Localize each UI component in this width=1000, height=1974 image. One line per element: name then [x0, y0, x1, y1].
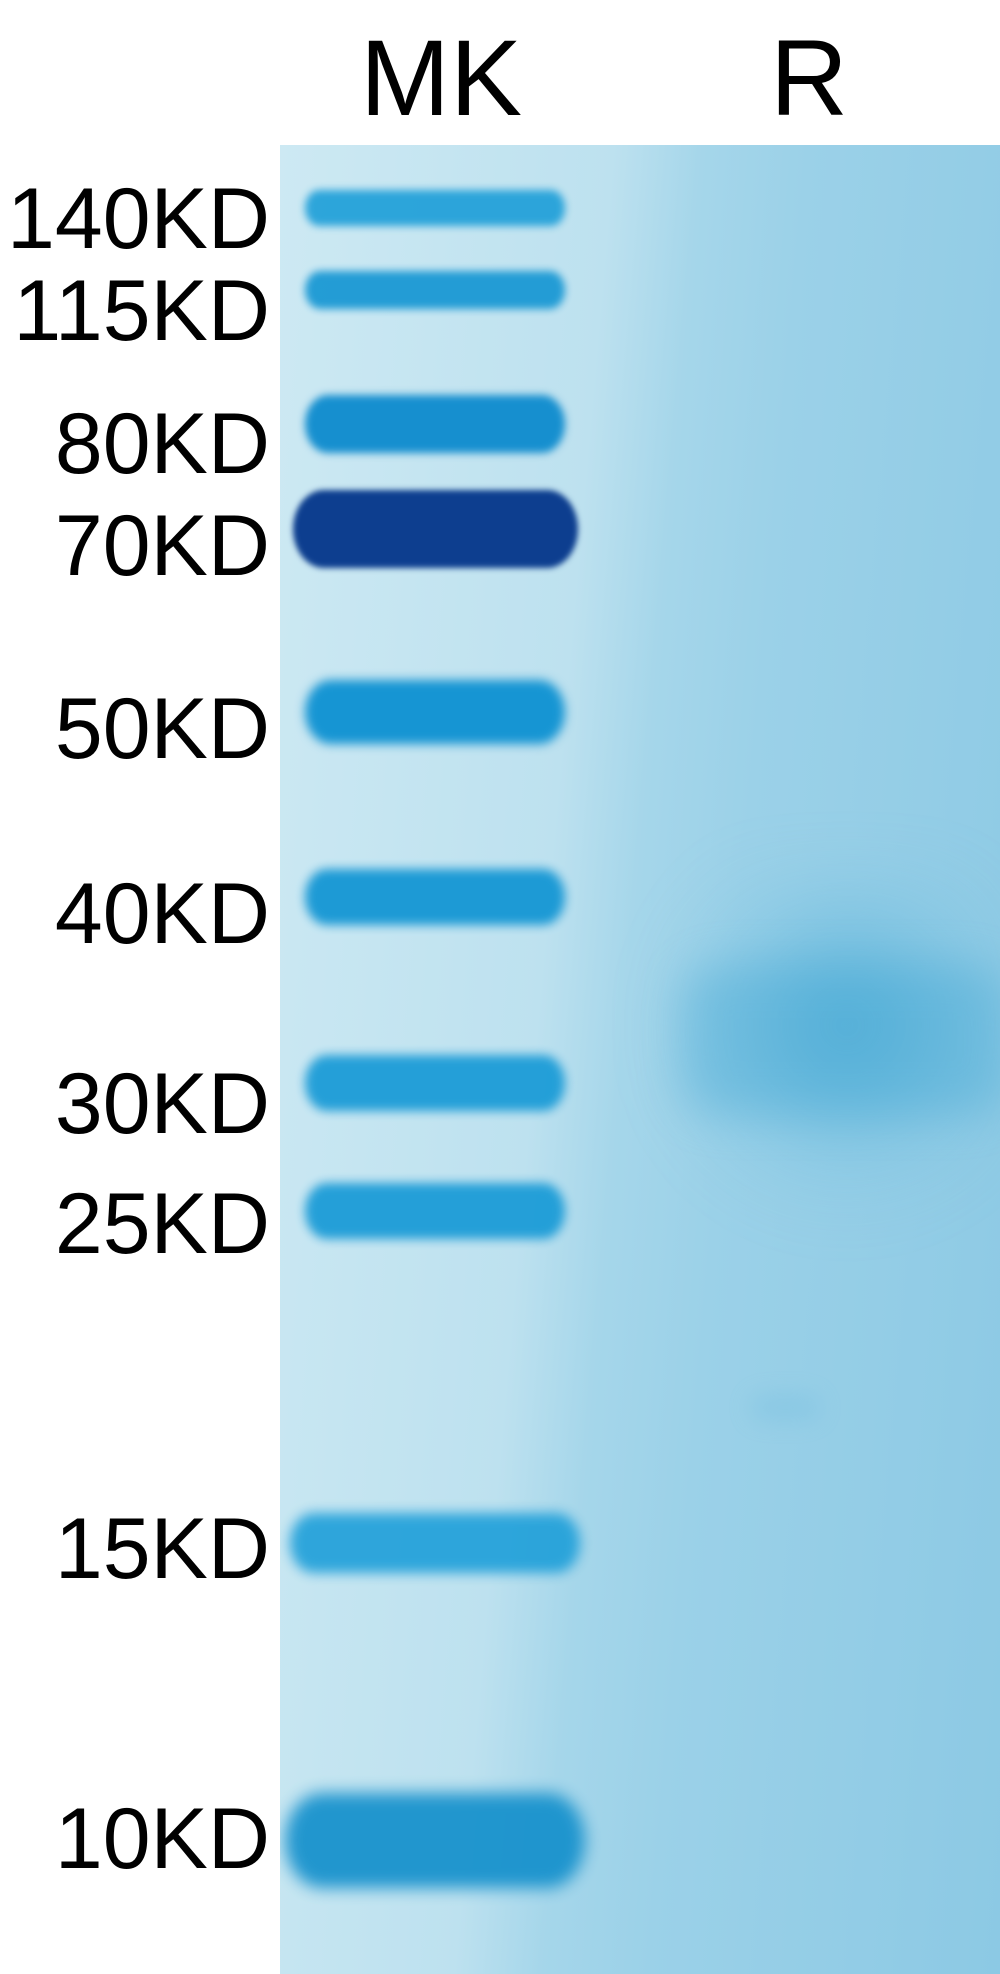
mw-label-25kd: 25KD	[55, 1175, 270, 1274]
lane-label-mk: MK	[360, 15, 522, 140]
gel-image	[280, 145, 1000, 1974]
mw-label-15kd: 15KD	[55, 1500, 270, 1599]
mw-label-80kd: 80KD	[55, 395, 270, 494]
mw-label-10kd: 10KD	[55, 1790, 270, 1889]
mw-label-40kd: 40KD	[55, 865, 270, 964]
mw-label-115kd: 115KD	[13, 262, 270, 361]
sample-smear-core	[680, 965, 1000, 1115]
marker-band-10kd	[285, 1793, 585, 1888]
marker-band-70kd	[293, 490, 578, 568]
mw-label-70kd: 70KD	[55, 497, 270, 596]
marker-band-115kd	[305, 271, 565, 309]
mw-label-50kd: 50KD	[55, 680, 270, 779]
lane-label-r: R	[770, 15, 848, 140]
marker-band-25kd	[305, 1183, 565, 1239]
marker-band-140kd	[305, 190, 565, 226]
mw-label-140kd: 140KD	[7, 170, 270, 269]
mw-label-30kd: 30KD	[55, 1055, 270, 1154]
gel-artifact	[750, 1395, 820, 1420]
marker-band-50kd	[305, 680, 565, 744]
marker-band-40kd	[305, 869, 565, 925]
marker-band-30kd	[305, 1055, 565, 1111]
marker-band-80kd	[305, 395, 565, 453]
marker-band-15kd	[290, 1513, 580, 1573]
